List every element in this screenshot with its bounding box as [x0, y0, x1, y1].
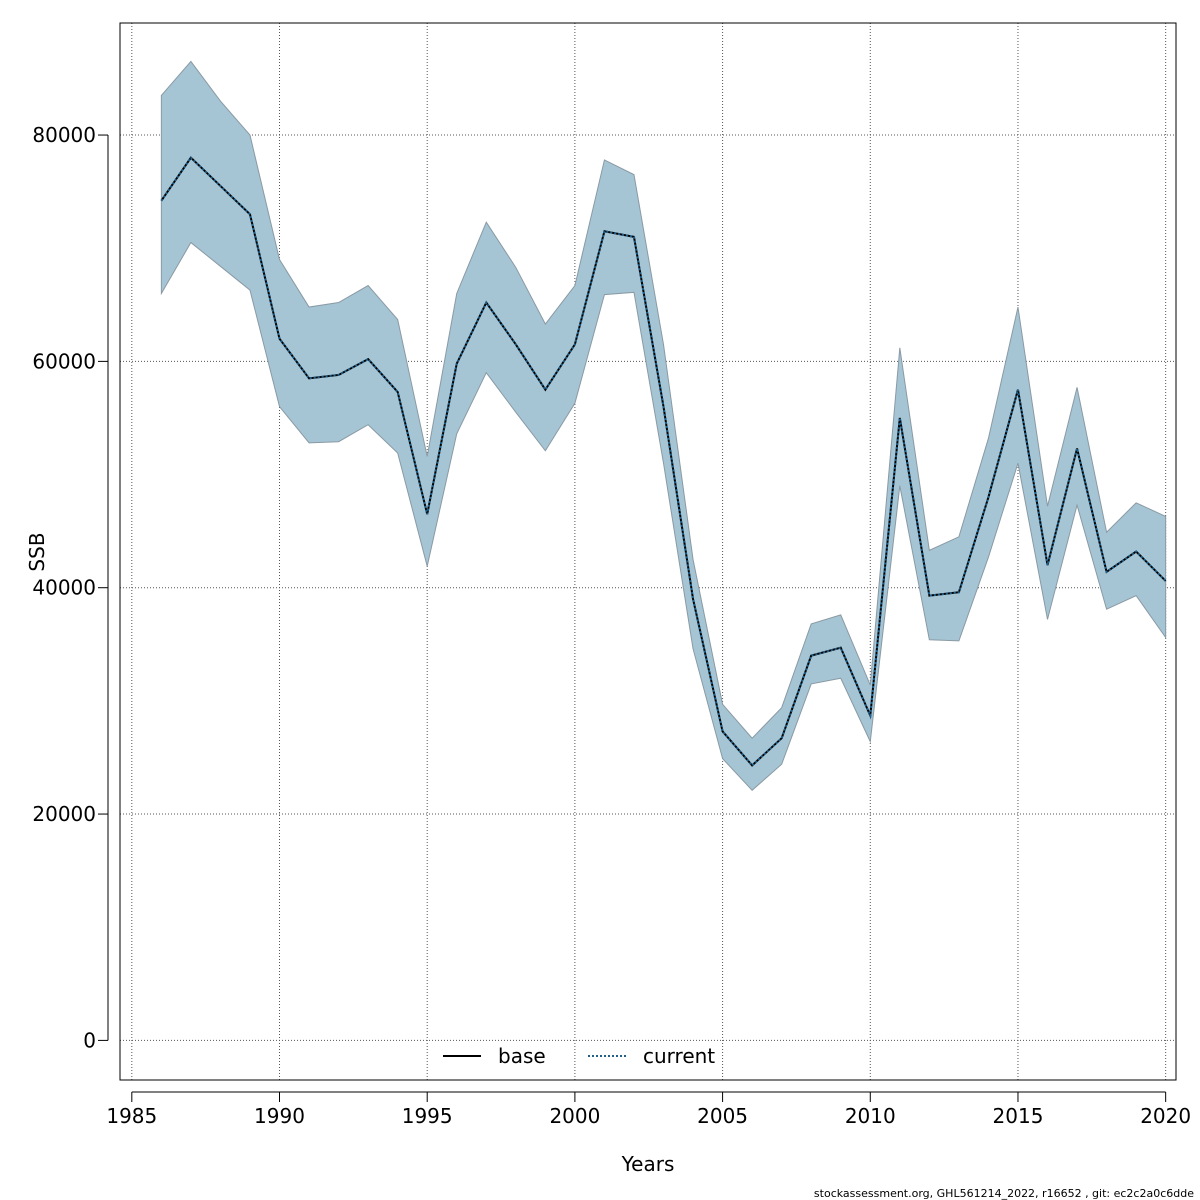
x-axis: 1985 1990 1995 2000 2005 2010 2015 2020	[106, 1091, 1191, 1128]
x-tick-label: 1995	[402, 1104, 453, 1128]
footer-credit: stockassessment.org, GHL561214_2022, r16…	[814, 1187, 1194, 1200]
legend: base current	[443, 1044, 715, 1068]
legend-label-base: base	[498, 1044, 546, 1068]
x-tick-label: 2000	[549, 1104, 600, 1128]
x-tick-label: 2005	[697, 1104, 748, 1128]
y-tick-label: 60000	[32, 349, 96, 373]
confidence-band	[160, 60, 1167, 791]
x-tick-label: 1985	[106, 1104, 157, 1128]
x-axis-label: Years	[621, 1152, 675, 1176]
legend-label-current: current	[643, 1044, 715, 1068]
y-tick-label: 40000	[32, 576, 96, 600]
y-tick-label: 0	[83, 1028, 96, 1052]
x-tick-label: 2010	[845, 1104, 896, 1128]
confidence-band-layer	[160, 60, 1167, 791]
plot-frame	[119, 22, 1177, 1081]
grid	[120, 23, 1176, 1080]
y-tick-label: 80000	[32, 123, 96, 147]
y-tick-label: 20000	[32, 802, 96, 826]
y-axis-label: SSB	[25, 532, 49, 571]
y-axis: 0 20000 40000 60000 80000	[32, 123, 109, 1052]
x-tick-label: 2020	[1140, 1104, 1191, 1128]
x-tick-label: 1990	[254, 1104, 305, 1128]
series-line-current	[160, 156, 1167, 767]
series-lines	[160, 156, 1167, 767]
x-tick-label: 2015	[993, 1104, 1044, 1128]
